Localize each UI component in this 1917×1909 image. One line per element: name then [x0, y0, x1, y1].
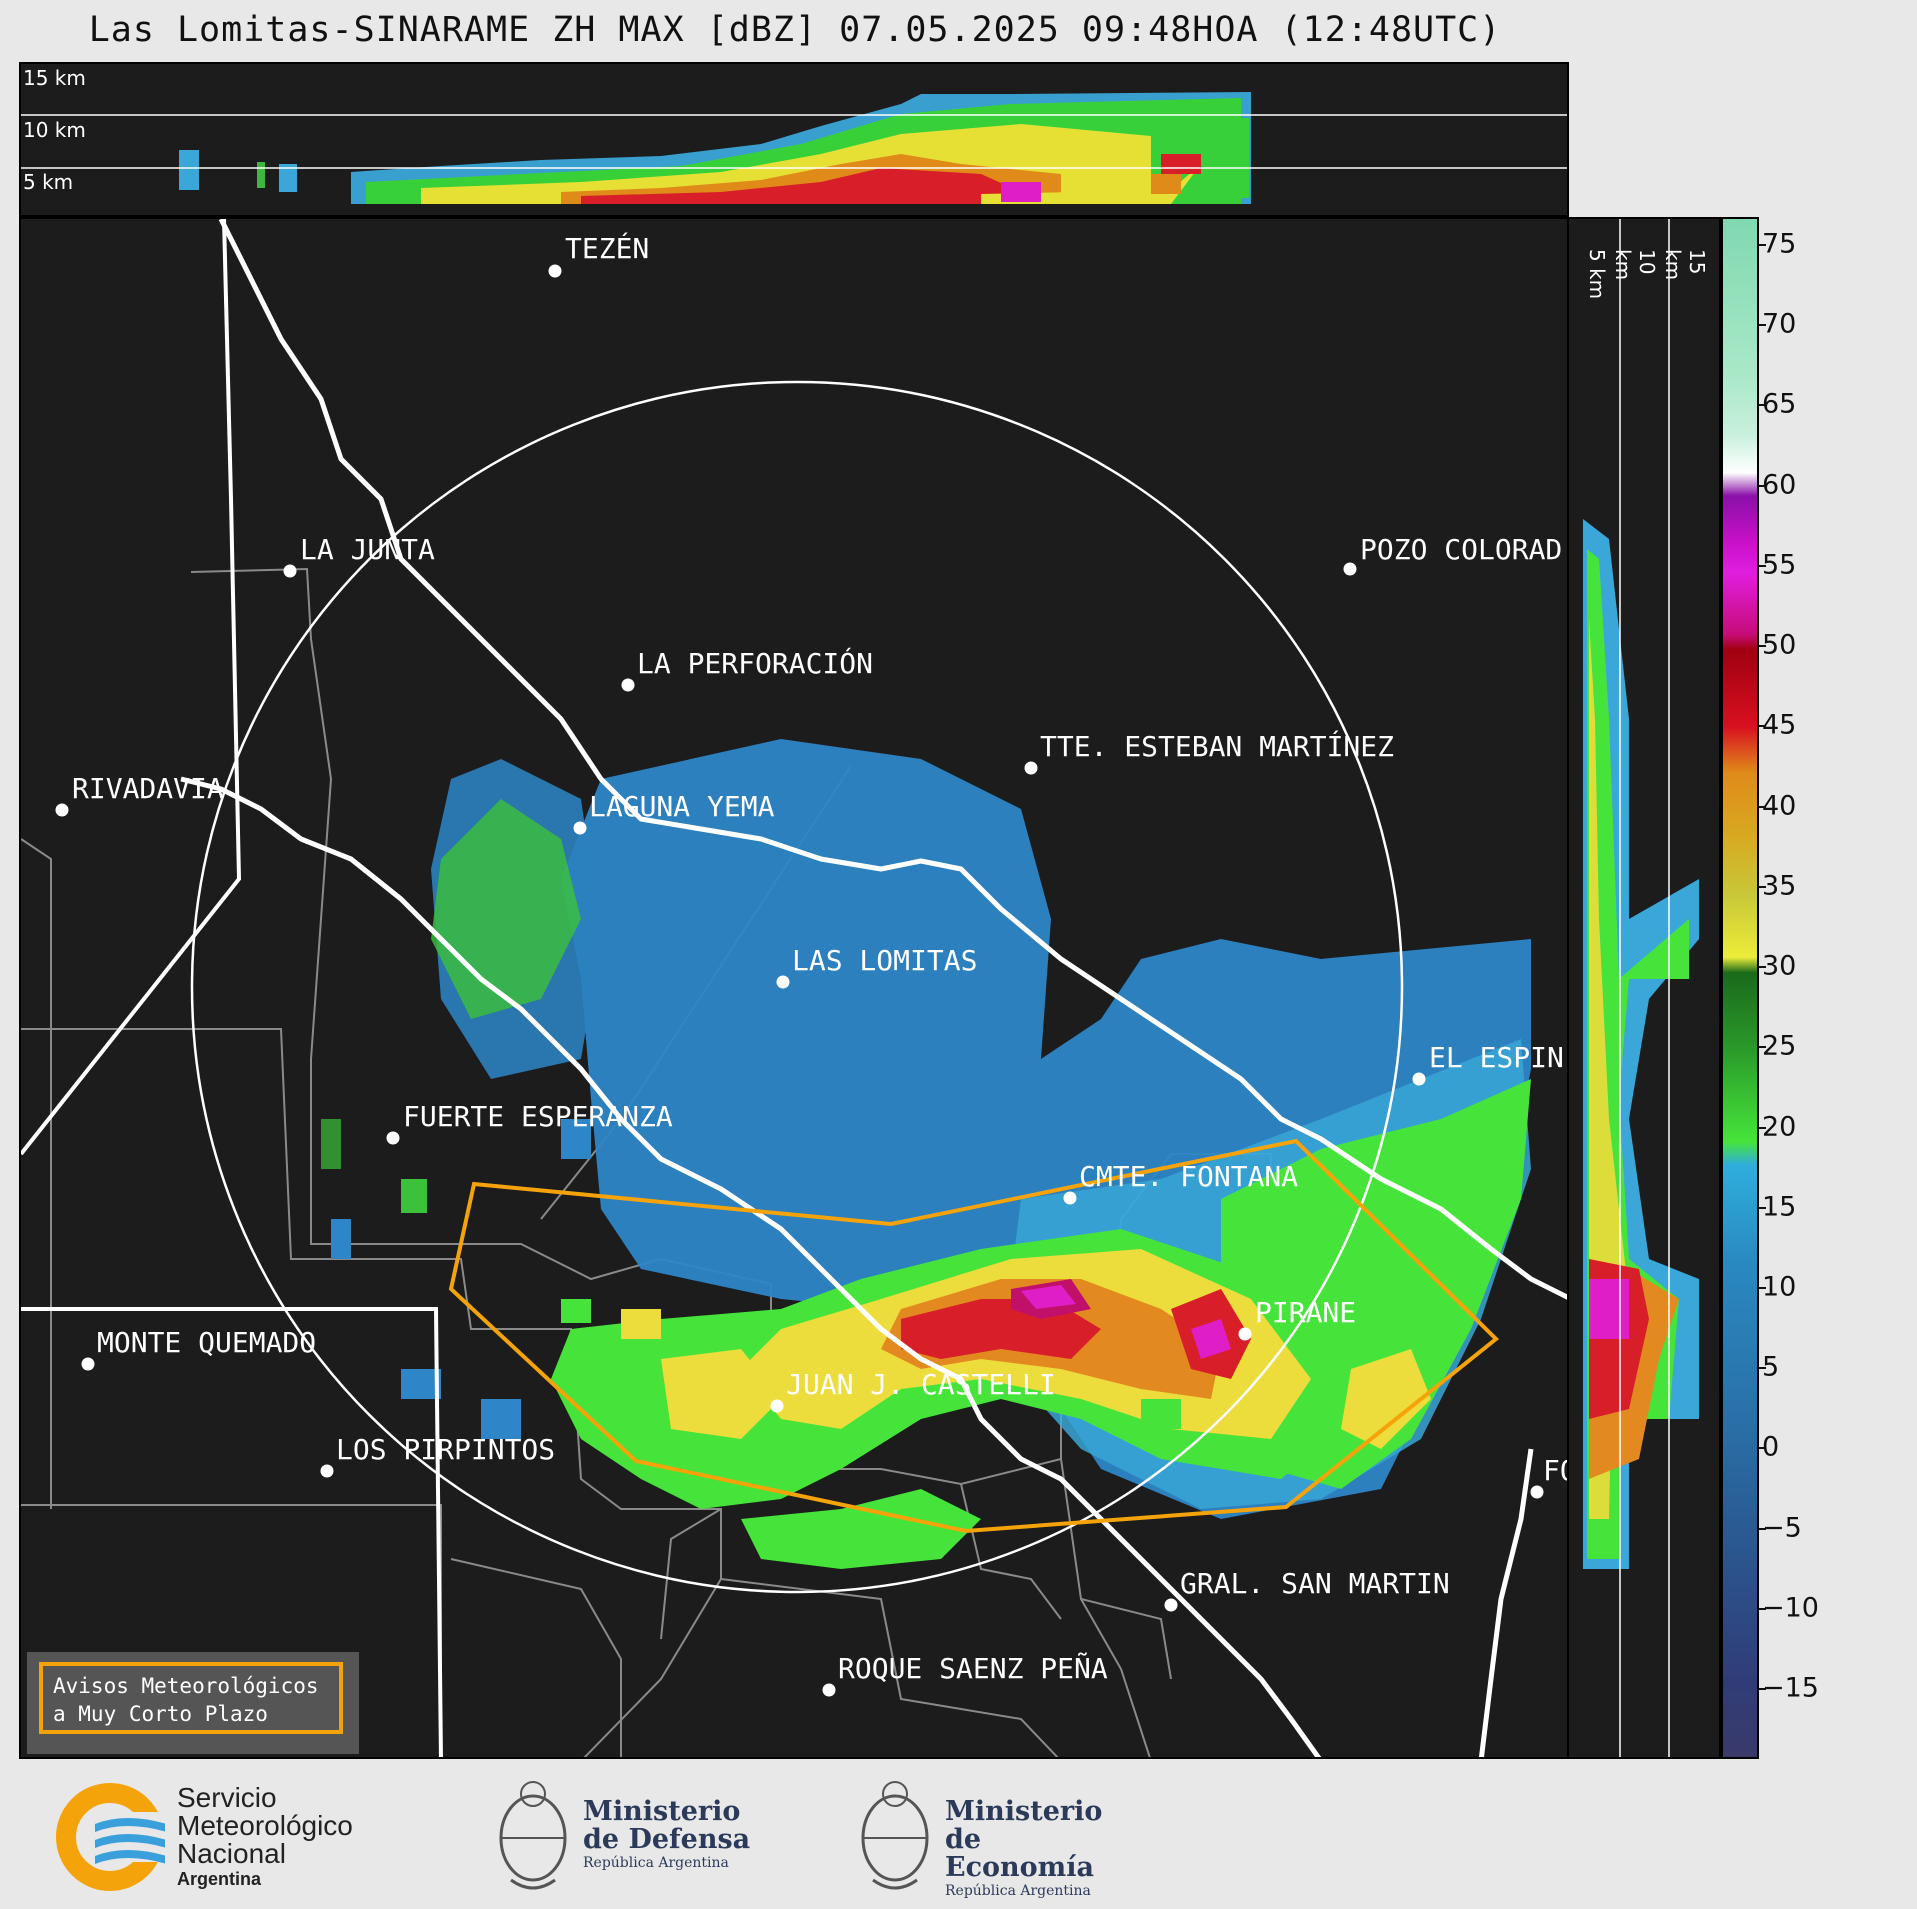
colorbar-tick-70: 70 [1762, 308, 1797, 340]
city-dot-la-perforacion [621, 678, 635, 692]
aviso-line-1: Avisos Meteorológicos [53, 1674, 319, 1698]
city-label-laguna-yema: LAGUNA YEMA [589, 790, 775, 823]
city-label-rivadavia: RIVADAVIA [72, 772, 224, 805]
defensa-line-2: de Defensa [583, 1824, 751, 1855]
city-dot-el-espinillo [1412, 1072, 1426, 1086]
defensa-line-1: Ministerio [583, 1796, 741, 1827]
city-dot-la-junta [283, 564, 297, 578]
city-dot-formosa [1530, 1485, 1544, 1499]
defensa-logo: Ministerio de Defensa República Argentin… [493, 1772, 753, 1900]
economia-line-2: de Economía [945, 1824, 1094, 1883]
city-label-juan-j-castelli: JUAN J. CASTELLI [786, 1368, 1056, 1401]
city-label-monte-quemado: MONTE QUEMADO [97, 1326, 317, 1359]
city-dot-tte-esteban-martinez [1024, 761, 1038, 775]
radar-echoes-scattered [321, 1119, 1181, 1439]
smn-line-4: Argentina [177, 1869, 262, 1889]
city-dot-roque-saenz-pena [822, 1683, 836, 1697]
city-dot-pozo-colorado [1343, 562, 1357, 576]
radar-map-panel [19, 217, 1569, 1759]
smn-line-3: Nacional [177, 1838, 286, 1869]
smn-logo: Servicio Meteorológico Nacional Argentin… [55, 1782, 385, 1892]
city-dot-cmte-fontana [1063, 1191, 1077, 1205]
aviso-line-2: a Muy Corto Plazo [53, 1702, 268, 1726]
city-dot-las-lomitas [776, 975, 790, 989]
aviso-frame: Avisos Meteorológicos a Muy Corto Plazo [39, 1662, 343, 1734]
colorbar-tick-45: 45 [1762, 709, 1797, 741]
city-label-pirane: PIRANE [1255, 1296, 1357, 1329]
side-cross-section-panel: 5 km 10 km 15 km [1569, 217, 1721, 1759]
city-dot-los-pirpintos [320, 1464, 334, 1478]
city-label-la-junta: LA JUNTA [300, 533, 435, 566]
smn-line-2: Meteorológico [177, 1810, 353, 1841]
city-label-formosa: FO [1543, 1454, 1567, 1487]
map-title: Las Lomitas-SINARAME ZH MAX [dBZ] 07.05.… [88, 10, 1502, 50]
river-lines [180, 219, 1567, 1757]
national-shield-icon [861, 1781, 929, 1890]
economia-logo: Ministerio de Economía República Argenti… [855, 1772, 1135, 1900]
top-cross-section-echoes [21, 92, 1567, 204]
smn-emblem-icon [56, 1783, 165, 1891]
dbz-colorbar [1721, 217, 1759, 1759]
colorbar-tick-minus-10: −10 [1762, 1592, 1819, 1624]
top-km-label-10: 10 km [23, 118, 86, 142]
city-label-las-lomitas: LAS LOMITAS [792, 944, 978, 977]
economia-line-1: Ministerio [945, 1796, 1103, 1827]
city-dot-gral-san-martin [1164, 1598, 1178, 1612]
city-label-fuerte-esperanza: FUERTE ESPERANZA [403, 1100, 673, 1133]
city-label-gral-san-martin: GRAL. SAN MARTIN [1180, 1567, 1450, 1600]
city-label-tezen: TEZÉN [565, 232, 650, 265]
colorbar-tick-60: 60 [1762, 469, 1797, 501]
warning-polygon [448, 1138, 1500, 1534]
city-dot-monte-quemado [81, 1357, 95, 1371]
colorbar-tick-0: 0 [1762, 1431, 1780, 1463]
colorbar-tick-minus-5: −5 [1762, 1512, 1802, 1544]
colorbar-tick-50: 50 [1762, 629, 1797, 661]
city-label-la-perforacion: LA PERFORACIÓN [637, 647, 874, 680]
colorbar-tick-25: 25 [1762, 1030, 1797, 1062]
city-label-tte-esteban-martinez: TTE. ESTEBAN MARTÍNEZ [1040, 730, 1395, 763]
side-km-label-10: 10 km [1611, 249, 1659, 281]
colorbar-tick-65: 65 [1762, 388, 1797, 420]
city-dot-tezen [548, 264, 562, 278]
defensa-line-3: República Argentina [583, 1855, 729, 1871]
city-label-roque-saenz-pena: ROQUE SAENZ PEÑA [838, 1652, 1108, 1685]
city-label-cmte-fontana: CMTE. FONTANA [1079, 1160, 1299, 1193]
national-shield-icon [499, 1781, 567, 1890]
colorbar-tick-55: 55 [1762, 549, 1797, 581]
city-dot-rivadavia [55, 803, 69, 817]
side-km-label-5: 5 km [1585, 249, 1609, 300]
economia-line-3: República Argentina [945, 1883, 1091, 1899]
top-cross-section-panel: 15 km 10 km 5 km [19, 62, 1569, 217]
city-dot-pirane [1238, 1327, 1252, 1341]
colorbar-tick-30: 30 [1762, 950, 1797, 982]
top-km-label-15: 15 km [23, 66, 86, 90]
city-label-los-pirpintos: LOS PIRPINTOS [336, 1433, 556, 1466]
radar-echoes-intense [881, 1279, 1251, 1399]
colorbar-tick-5: 5 [1762, 1351, 1780, 1383]
city-dot-juan-j-castelli [770, 1399, 784, 1413]
province-borders [21, 219, 443, 1757]
colorbar-tick-minus-15: −15 [1762, 1672, 1819, 1704]
city-label-pozo-colorado: POZO COLORAD [1360, 533, 1563, 566]
colorbar-tick-75: 75 [1762, 228, 1797, 260]
side-km-label-15: 15 km [1661, 249, 1709, 281]
city-dot-laguna-yema [573, 821, 587, 835]
top-km-label-5: 5 km [23, 170, 74, 194]
city-label-el-espinillo: EL ESPIN [1429, 1041, 1564, 1074]
colorbar-tick-15: 15 [1762, 1191, 1797, 1223]
colorbar-tick-40: 40 [1762, 790, 1797, 822]
smn-line-1: Servicio [177, 1782, 277, 1813]
colorbar-tick-10: 10 [1762, 1271, 1797, 1303]
city-dot-fuerte-esperanza [386, 1131, 400, 1145]
radar-map-canvas [21, 219, 1567, 1757]
side-cross-section-echoes [1583, 219, 1699, 1757]
colorbar-tick-20: 20 [1762, 1111, 1797, 1143]
aviso-box: Avisos Meteorológicos a Muy Corto Plazo [27, 1652, 359, 1754]
colorbar-tick-35: 35 [1762, 870, 1797, 902]
radar-range-circle [190, 380, 1404, 1594]
